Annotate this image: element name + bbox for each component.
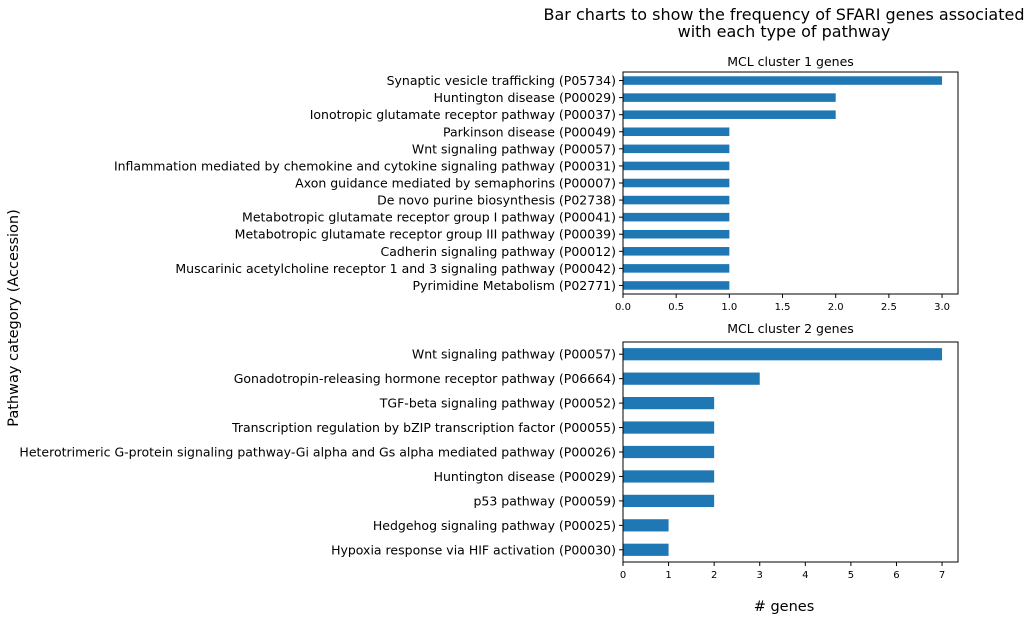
y-tick-label: Heterotrimeric G-protein signaling pathw… <box>19 445 616 460</box>
y-tick-label: p53 pathway (P00059) <box>473 493 616 508</box>
x-tick-label: 1 <box>665 570 671 581</box>
x-tick-label: 5 <box>848 570 854 581</box>
y-tick-label: Inflammation mediated by chemokine and c… <box>114 158 616 173</box>
y-tick-label: De novo purine biosynthesis (P02738) <box>377 193 616 208</box>
bar <box>623 445 715 459</box>
axes-frame <box>622 341 959 563</box>
bar <box>623 372 760 385</box>
x-tick-label: 2.0 <box>828 302 844 313</box>
y-tick-label: Ionotropic glutamate receptor pathway (P… <box>310 107 616 122</box>
x-tick-label: 2 <box>711 570 717 581</box>
x-tick-label: 0 <box>620 570 626 581</box>
bar <box>623 144 730 154</box>
bar <box>623 348 943 361</box>
y-tick-label: Gonadotropin-releasing hormone receptor … <box>234 371 616 386</box>
bar <box>623 127 730 137</box>
y-tick-label: TGF-beta signaling pathway (P00052) <box>379 396 616 411</box>
figure-title-line-2: with each type of pathway <box>678 22 891 41</box>
bar <box>623 93 836 102</box>
bar <box>623 281 730 290</box>
bar <box>623 264 730 273</box>
subplot-title: MCL cluster 1 genes <box>727 54 854 69</box>
figure-y-axis-label: Pathway category (Accession) <box>6 209 22 427</box>
bar <box>623 76 943 85</box>
x-tick-label: 7 <box>939 570 945 581</box>
x-tick-label: 3 <box>757 570 763 581</box>
y-tick-label: Huntington disease (P00029) <box>434 90 616 105</box>
y-tick-label: Pyrimidine Metabolism (P02771) <box>413 278 616 293</box>
figure-x-axis-label: # genes <box>754 599 815 615</box>
figure-title-line-1: Bar charts to show the frequency of SFAR… <box>544 5 1025 24</box>
bar <box>623 212 730 222</box>
y-tick-label: Hypoxia response via HIF activation (P00… <box>331 542 616 557</box>
y-tick-label: Metabotropic glutamate receptor group II… <box>235 227 616 242</box>
y-tick-label: Metabotropic glutamate receptor group I … <box>242 210 616 225</box>
chart-panel-cluster-1: MCL cluster 1 genes Synaptic vesicle traf… <box>114 54 959 313</box>
bar <box>623 519 669 532</box>
bar <box>623 543 669 556</box>
y-tick-label: Muscarinic acetylcholine receptor 1 and … <box>175 261 616 276</box>
bar <box>623 229 730 239</box>
x-tick-label: 1.5 <box>775 302 791 313</box>
chart-panel-cluster-2: MCL cluster 2 genes Wnt signaling pathway… <box>19 321 959 581</box>
y-tick-label: Cadherin signaling pathway (P00012) <box>381 244 616 259</box>
bar <box>623 247 730 256</box>
bar <box>623 397 715 410</box>
x-tick-label: 0.0 <box>615 302 631 313</box>
bar <box>623 161 730 171</box>
bar <box>623 178 730 188</box>
subplot-title: MCL cluster 2 genes <box>727 321 854 336</box>
bar <box>623 494 715 507</box>
y-tick-label: Huntington disease (P00029) <box>434 469 616 484</box>
y-tick-label: Wnt signaling pathway (P00057) <box>412 347 616 362</box>
bar <box>623 421 715 434</box>
y-tick-label: Synaptic vesicle trafficking (P05734) <box>387 73 616 88</box>
x-tick-label: 0.5 <box>668 302 684 313</box>
y-tick-label: Axon guidance mediated by semaphorins (P… <box>295 176 616 191</box>
y-tick-label: Transcription regulation by bZIP transcr… <box>231 420 616 435</box>
x-tick-label: 1.0 <box>721 302 737 313</box>
x-tick-label: 6 <box>893 570 899 581</box>
bar <box>623 470 715 483</box>
bar <box>623 110 836 119</box>
y-tick-label: Parkinson disease (P00049) <box>443 124 616 139</box>
x-tick-label: 3.0 <box>934 302 950 313</box>
y-tick-label: Hedgehog signaling pathway (P00025) <box>373 518 616 533</box>
y-tick-label: Wnt signaling pathway (P00057) <box>412 141 616 156</box>
bar <box>623 195 730 205</box>
x-tick-label: 2.5 <box>881 302 897 313</box>
x-tick-label: 4 <box>802 570 808 581</box>
axes-frame <box>622 71 959 295</box>
